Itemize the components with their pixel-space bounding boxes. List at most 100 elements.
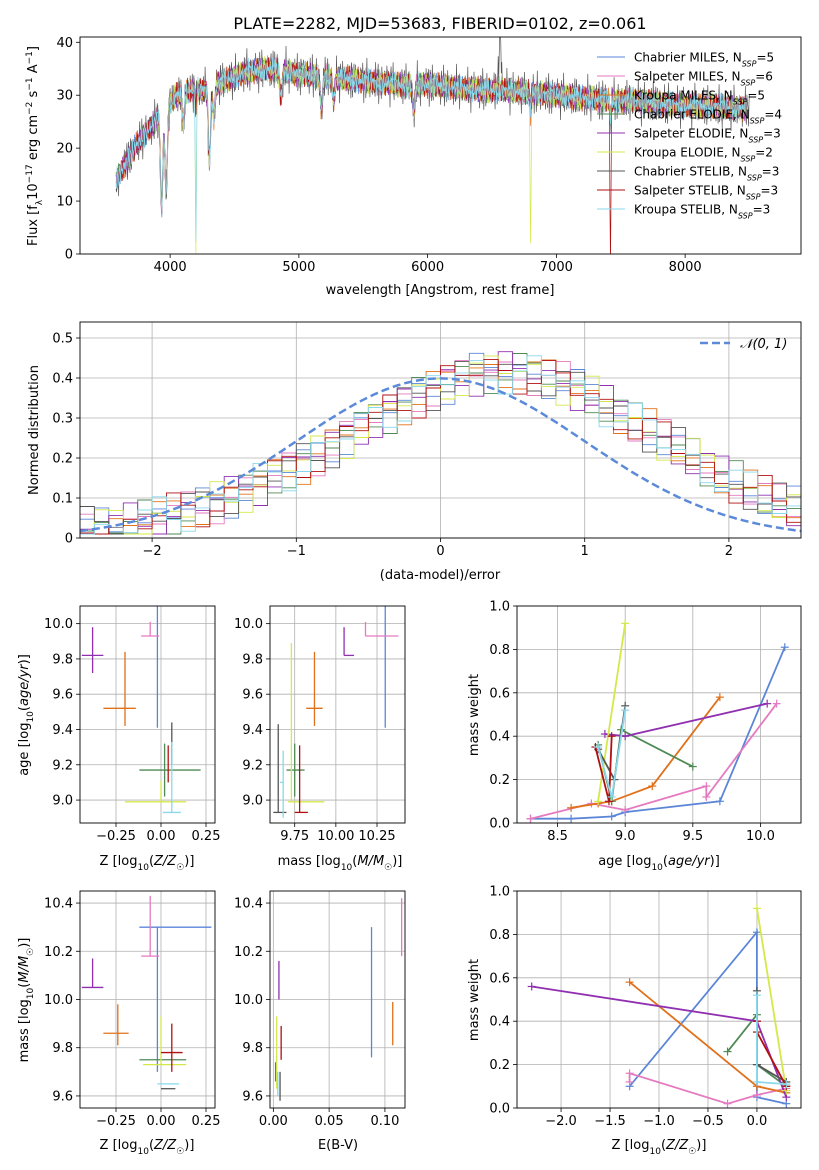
age_vs_Z-point-1 <box>156 606 159 728</box>
mass_vs_ebv-xtick-label: 0.05 <box>315 1114 344 1129</box>
weight_vs_age-ytick-label: 0.6 <box>489 686 510 701</box>
weight_vs_age-series-6 <box>594 619 630 806</box>
age_vs_Z-ytick-label: 9.2 <box>52 758 73 773</box>
weight_vs_age-ytick-label: 0.2 <box>489 773 510 788</box>
residuals-axes: −2 −1 0 1 2 0 0.1 0.2 0.3 0.4 0.5 <box>52 322 801 559</box>
age_vs_mass-point-5 <box>343 627 354 657</box>
weight_vs_age-series-3 <box>567 693 724 812</box>
age_vs_mass-errorbars <box>273 606 399 818</box>
spectrum-xtick-label: 6000 <box>411 260 444 275</box>
weight_vs_Z-ytick-label: 0.6 <box>489 971 510 986</box>
spectrum-ytick-label: 40 <box>56 36 73 51</box>
residuals-frame <box>79 321 802 539</box>
mass_vs_ebv-ytick-label: 10.4 <box>234 897 263 912</box>
weight_vs_Z-series-6 <box>752 904 791 1095</box>
mass_vs_Z-ytick-label: 10.2 <box>44 945 73 960</box>
mass_vs_Z-errorbars <box>81 895 212 1090</box>
residual-hist-7 <box>80 360 801 535</box>
legend-entry: Kroupa MILES, NSSP=5 <box>634 89 765 107</box>
age_vs_Z-point-3 <box>103 651 136 726</box>
age_vs_mass-point-9 <box>279 750 284 818</box>
weight_vs_Z-lines <box>527 904 791 1108</box>
age_vs_mass-point-8 <box>294 745 308 814</box>
mass_vs_Z-point-5 <box>81 958 104 989</box>
mass_vs_Z-ytick-label: 10.4 <box>44 897 73 912</box>
weight_vs_Z-ytick-label: 0.8 <box>489 928 510 943</box>
age_vs_mass-ytick-label: 9.4 <box>242 723 263 738</box>
weight_vs_age-ytick-label: 1.0 <box>489 600 510 615</box>
residuals-ytick-label: 0.1 <box>52 492 73 507</box>
mass_vs_ebv-xtick-label: 0.10 <box>370 1114 399 1129</box>
weight_vs_age-xtick-label: 10.0 <box>746 829 775 844</box>
weight_vs_age-ytick-label: 0.4 <box>489 730 510 745</box>
mass_vs_Z-point-8 <box>161 1023 183 1072</box>
age_vs_mass-xtick-label: 10.25 <box>358 829 395 844</box>
weight_vs_Z-xtick-label: −1.5 <box>594 1114 626 1129</box>
spectrum-series-9 <box>115 57 746 242</box>
spectrum-axes: 4000 5000 6000 7000 8000 0 10 20 30 40 <box>56 36 701 275</box>
age_vs_Z-point-6 <box>125 780 187 803</box>
age_vs_mass-xtick-label: 10.00 <box>317 829 354 844</box>
weight_vs_Z-xtick-label: −1.0 <box>643 1114 675 1129</box>
residuals-xtick-label: −1 <box>287 544 306 559</box>
age_vs_Z-frame <box>79 605 216 824</box>
legend-entry: Chabrier MILES, NSSP=5 <box>634 51 774 69</box>
weight_vs_Z-ytick-label: 0.0 <box>489 1102 510 1117</box>
spectrum-ytick-label: 10 <box>56 195 73 210</box>
age_vs_Z-point-9 <box>162 741 181 814</box>
weight_vs_age-xtick-label: 9.0 <box>615 829 636 844</box>
mass_vs_ebv-ytick-label: 10.2 <box>234 945 263 960</box>
weight_vs_age-lines <box>526 619 789 823</box>
age_vs_Z-errorbars <box>81 606 201 814</box>
mass_vs_ebv-axes: 0.00 0.05 0.10 9.6 9.8 10.0 10.2 10.4 <box>234 891 405 1129</box>
age_vs_Z-point-2 <box>141 621 160 637</box>
weight_vs_age-series-9 <box>594 706 630 801</box>
spectrum-xtick-label: 5000 <box>282 260 315 275</box>
legend-entry: Chabrier STELIB, NSSP=3 <box>634 165 779 183</box>
weight_vs_Z-xlabel: Z [log10(Z/Z☉)] <box>612 1138 707 1157</box>
age_vs_Z-ytick-label: 9.8 <box>52 652 73 667</box>
age_vs_mass-point-3 <box>306 651 323 726</box>
residuals-xtick-label: −2 <box>143 544 162 559</box>
weight_vs_age-axes: 8.5 9.0 9.5 10.0 0.0 0.2 0.4 0.6 0.8 1.0 <box>489 600 801 844</box>
age_vs_Z-ylabel: age [log10(age/yr)] <box>17 654 36 776</box>
normal-legend-label: 𝒩(0, 1) <box>740 337 787 352</box>
legend-entry: Salpeter MILES, NSSP=6 <box>634 70 773 88</box>
mass_vs_ebv-ytick-label: 9.6 <box>242 1089 263 1104</box>
weight_vs_Z-frame <box>516 890 802 1109</box>
age_vs_mass-ytick-label: 9.2 <box>242 758 263 773</box>
age_vs_Z-xlabel: Z [log10(Z/Z☉)] <box>100 854 195 873</box>
age_vs_mass-ytick-label: 9.0 <box>242 794 263 809</box>
age_vs_mass-axes: 9.75 10.00 10.25 9.0 9.2 9.4 9.6 9.8 10.0 <box>234 606 405 844</box>
spectrum-xtick-label: 8000 <box>669 260 702 275</box>
age_vs_Z-xtick-label: 0.25 <box>192 829 221 844</box>
legend-entry: Salpeter STELIB, NSSP=3 <box>634 184 778 202</box>
age_vs_Z-ytick-label: 9.4 <box>52 723 73 738</box>
normal-curve <box>80 377 801 533</box>
mass_vs_Z-xlabel: Z [log10(Z/Z☉)] <box>100 1138 195 1157</box>
weight_vs_age-xtick-label: 9.5 <box>682 829 703 844</box>
residual-histograms <box>80 351 801 535</box>
age_vs_mass-xtick-label: 9.75 <box>280 829 309 844</box>
mass_vs_ebv-xtick-label: 0.00 <box>259 1114 288 1129</box>
weight_vs_Z-xtick-label: 0.0 <box>747 1114 768 1129</box>
weight_vs_Z-series-9 <box>752 991 791 1089</box>
residuals-xtick-label: 2 <box>725 544 733 559</box>
weight_vs_Z-ytick-label: 1.0 <box>489 885 510 900</box>
mass_vs_ebv-ytick-label: 10.0 <box>234 993 263 1008</box>
spectrum-xtick-label: 4000 <box>154 260 187 275</box>
age_vs_Z-point-4 <box>139 743 201 797</box>
spectrum-series-6 <box>115 57 746 214</box>
weight_vs_Z-ytick-label: 0.2 <box>489 1058 510 1073</box>
spectrum-ytick-label: 30 <box>56 89 73 104</box>
weight_vs_age-frame <box>516 605 802 824</box>
residuals-xtick-label: 0 <box>436 544 444 559</box>
legend-entry: Chabrier ELODIE, NSSP=4 <box>634 108 782 126</box>
residuals-ytick-label: 0.5 <box>52 332 73 347</box>
weight_vs_age-ytick-label: 0.0 <box>489 817 510 832</box>
residuals-ylabel: Normed distribution <box>27 365 42 495</box>
mass_vs_Z-xtick-label: 0.00 <box>147 1114 176 1129</box>
legend-entry: Salpeter ELODIE, NSSP=3 <box>634 127 781 145</box>
mass_vs_Z-point-2 <box>141 895 160 957</box>
